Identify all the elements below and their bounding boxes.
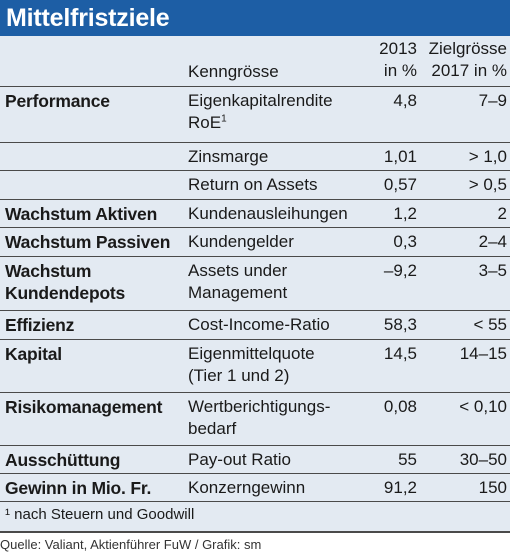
page-title: Mittelfristziele: [6, 4, 170, 32]
row-value-2013: –9,2: [383, 261, 417, 280]
row-metric: Return on Assets: [188, 175, 318, 194]
footnote: ¹ nach Steuern und Goodwill: [5, 506, 195, 523]
row-label: Ausschüttung: [5, 450, 121, 470]
table-row: Wachstum Kundendepots Assets under Manag…: [0, 256, 510, 310]
row-metric: Pay-out Ratio: [188, 450, 291, 469]
table-row: Return on Assets 0,57 > 0,5: [0, 170, 510, 199]
row-metric: Wertberichtigungs- bedarf: [188, 396, 330, 440]
table-row: Zinsmarge 1,01 > 1,0: [0, 142, 510, 170]
row-value-target: 3–5: [478, 261, 507, 280]
row-label: Kapital: [5, 344, 62, 364]
row-metric-line2-text: RoE: [188, 113, 222, 132]
header-2013-line2: in %: [383, 61, 417, 80]
row-value-2013: 58,3: [383, 315, 417, 334]
row-value-2013: 1,01: [383, 147, 417, 166]
row-metric-line2: RoE1: [188, 112, 333, 134]
table-row: Effizienz Cost-Income-Ratio 58,3 < 55: [0, 310, 510, 339]
row-value-target: < 0,10: [459, 397, 507, 416]
row-metric: Cost-Income-Ratio: [188, 315, 330, 334]
table-row: Risikomanagement Wertberichtigungs- beda…: [0, 392, 510, 445]
row-value-2013: 0,3: [393, 232, 417, 251]
footnote-marker: 1: [221, 113, 227, 125]
row-value-target: 150: [478, 478, 507, 497]
table-row: Performance Eigenkapitalrendite RoE1 4,8…: [0, 86, 510, 142]
row-value-target: 7–9: [478, 91, 507, 110]
header-2013-line1: 2013: [379, 39, 417, 58]
header-target-line1: Zielgrösse: [428, 39, 507, 58]
table-row: Ausschüttung Pay-out Ratio 55 30–50: [0, 445, 510, 473]
row-label: Effizienz: [5, 315, 75, 335]
row-metric: Kundenausleihungen: [188, 204, 348, 223]
row-label: Wachstum Kundendepots: [5, 260, 125, 304]
row-metric-line1: Assets under: [188, 261, 288, 280]
row-metric-line2: Management: [188, 283, 288, 302]
row-label-line1: Wachstum: [5, 261, 92, 281]
row-metric-line1: Eigenmittelquote: [188, 344, 315, 363]
bottom-divider: [0, 531, 510, 533]
row-label-line2: Kundendepots: [5, 283, 126, 303]
table-row: Wachstum Aktiven Kundenausleihungen 1,2 …: [0, 199, 510, 227]
table-row: Gewinn in Mio. Fr. Konzerngewinn 91,2 15…: [0, 473, 510, 501]
row-metric: Assets under Management: [188, 260, 287, 304]
header-metric: Kenngrösse: [188, 62, 279, 81]
row-label: Risikomanagement: [5, 397, 163, 417]
header-2013: 2013 in %: [379, 38, 417, 82]
row-value-2013: 91,2: [383, 478, 417, 497]
row-metric: Eigenkapitalrendite RoE1: [188, 90, 333, 134]
table-row: Kapital Eigenmittelquote (Tier 1 und 2) …: [0, 339, 510, 392]
row-metric: Konzerngewinn: [188, 478, 306, 497]
row-label: Wachstum Passiven: [5, 232, 171, 252]
row-value-2013: 14,5: [383, 344, 417, 363]
row-value-target: 14–15: [459, 344, 507, 363]
row-metric-line2: (Tier 1 und 2): [188, 366, 290, 385]
header-target: Zielgrösse 2017 in %: [429, 38, 507, 82]
table-header: Kenngrösse 2013 in % Zielgrösse 2017 in …: [0, 36, 510, 86]
row-label: Wachstum Aktiven: [5, 204, 158, 224]
footnote-row: ¹ nach Steuern und Goodwill: [0, 501, 510, 533]
row-value-target: < 55: [473, 315, 507, 334]
row-label: Gewinn in Mio. Fr.: [5, 478, 152, 498]
row-value-target: 30–50: [459, 450, 507, 469]
row-label: Performance: [5, 91, 110, 111]
row-value-target: 2–4: [478, 232, 507, 251]
row-metric: Eigenmittelquote (Tier 1 und 2): [188, 343, 315, 387]
title-bar: Mittelfristziele: [0, 0, 510, 36]
row-metric-line2: bedarf: [188, 419, 237, 438]
table-row: Wachstum Passiven Kundengelder 0,3 2–4: [0, 227, 510, 256]
row-metric: Zinsmarge: [188, 147, 269, 166]
table-card: Mittelfristziele Kenngrösse 2013 in % Zi…: [0, 0, 510, 533]
row-metric: Kundengelder: [188, 232, 294, 251]
row-value-2013: 0,57: [383, 175, 417, 194]
header-target-line2: 2017 in %: [431, 61, 507, 80]
row-value-2013: 0,08: [383, 397, 417, 416]
source-credit: Quelle: Valiant, Aktienführer FuW / Graf…: [0, 537, 262, 552]
row-value-target: > 1,0: [468, 147, 507, 166]
row-value-2013: 1,2: [393, 204, 417, 223]
row-metric-line1: Wertberichtigungs-: [188, 397, 331, 416]
row-value-target: > 0,5: [468, 175, 507, 194]
row-value-2013: 55: [398, 450, 417, 469]
row-value-2013: 4,8: [393, 91, 417, 110]
row-metric-line1: Eigenkapitalrendite: [188, 91, 333, 110]
row-value-target: 2: [497, 204, 507, 223]
